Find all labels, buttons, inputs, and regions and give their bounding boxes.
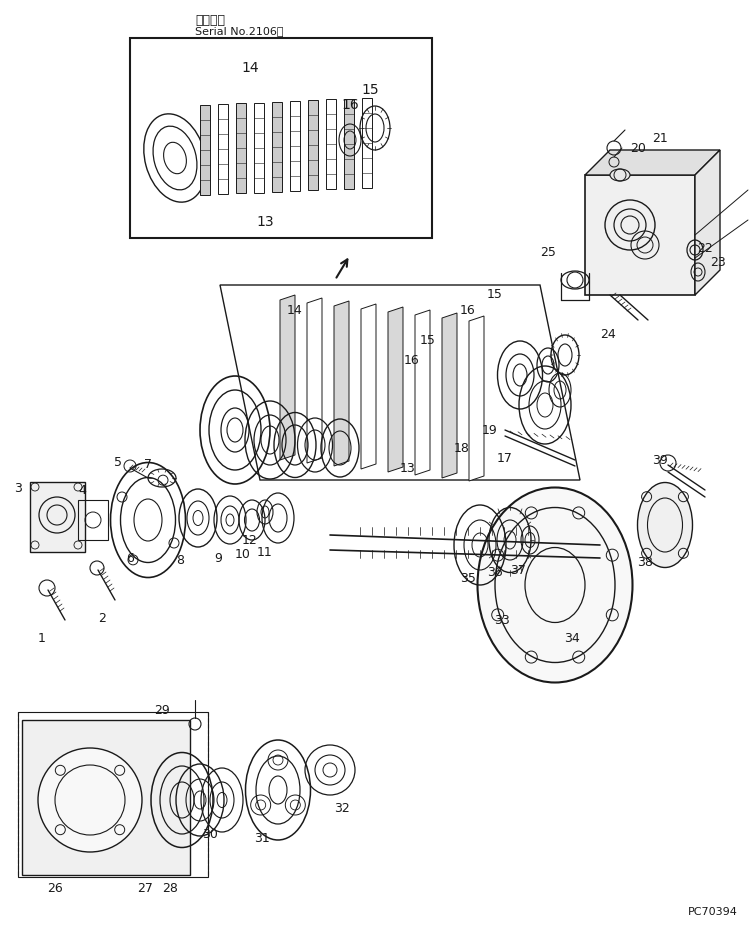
- Text: 14: 14: [241, 61, 259, 75]
- Polygon shape: [218, 104, 228, 195]
- Text: 37: 37: [510, 563, 526, 576]
- Text: 15: 15: [361, 83, 379, 97]
- Text: 28: 28: [162, 882, 178, 895]
- Text: 7: 7: [144, 458, 152, 471]
- Text: 20: 20: [630, 142, 646, 155]
- Text: 21: 21: [652, 131, 668, 144]
- Bar: [30, 482, 85, 552]
- Text: 13: 13: [256, 215, 274, 229]
- Text: 3: 3: [14, 481, 22, 494]
- Ellipse shape: [605, 200, 655, 250]
- Text: 12: 12: [242, 533, 258, 546]
- Text: PC70394: PC70394: [688, 907, 738, 917]
- Polygon shape: [307, 298, 322, 463]
- Text: 適用号機: 適用号機: [195, 14, 225, 27]
- Bar: [78, 500, 108, 540]
- Text: 26: 26: [47, 882, 63, 895]
- Text: 36: 36: [487, 565, 503, 578]
- Bar: [585, 175, 695, 295]
- Text: 14: 14: [287, 304, 303, 317]
- Bar: [18, 712, 208, 877]
- Text: 15: 15: [420, 333, 436, 346]
- Polygon shape: [290, 101, 300, 191]
- Polygon shape: [334, 301, 349, 466]
- Text: 4: 4: [78, 483, 86, 496]
- Ellipse shape: [610, 169, 630, 181]
- Text: 23: 23: [710, 255, 726, 268]
- Polygon shape: [695, 150, 720, 295]
- Text: 10: 10: [235, 548, 251, 561]
- Circle shape: [38, 748, 142, 852]
- Ellipse shape: [637, 482, 692, 568]
- Polygon shape: [442, 313, 457, 478]
- Text: 16: 16: [341, 98, 359, 112]
- Bar: [130, 38, 432, 238]
- Text: 25: 25: [540, 246, 556, 259]
- Text: 34: 34: [564, 631, 580, 644]
- Text: 9: 9: [214, 551, 222, 564]
- Text: 16: 16: [460, 304, 476, 317]
- Text: 38: 38: [637, 556, 653, 569]
- Text: 8: 8: [176, 554, 184, 566]
- Polygon shape: [280, 295, 295, 460]
- Text: 27: 27: [137, 882, 153, 895]
- Polygon shape: [22, 720, 190, 875]
- Text: 31: 31: [254, 831, 270, 844]
- Polygon shape: [388, 307, 403, 472]
- Text: Serial No.2106～: Serial No.2106～: [195, 26, 284, 36]
- Text: 35: 35: [460, 572, 476, 585]
- Text: 39: 39: [652, 453, 668, 466]
- Polygon shape: [415, 310, 430, 475]
- Polygon shape: [361, 304, 376, 469]
- Polygon shape: [200, 105, 210, 195]
- Text: 18: 18: [454, 441, 470, 454]
- Text: 1: 1: [38, 631, 46, 644]
- Text: 24: 24: [600, 329, 616, 342]
- Text: 33: 33: [494, 614, 510, 627]
- Polygon shape: [344, 99, 354, 189]
- Polygon shape: [326, 100, 336, 189]
- Ellipse shape: [478, 488, 633, 682]
- Polygon shape: [362, 98, 372, 188]
- Polygon shape: [236, 103, 246, 194]
- Text: 19: 19: [482, 424, 498, 437]
- Text: 22: 22: [697, 241, 713, 254]
- Text: 32: 32: [334, 802, 350, 815]
- Polygon shape: [308, 101, 318, 190]
- Text: 11: 11: [257, 546, 273, 559]
- Text: 6: 6: [126, 551, 134, 564]
- Text: 29: 29: [154, 704, 170, 717]
- Text: 15: 15: [487, 289, 503, 302]
- Polygon shape: [469, 316, 484, 481]
- Text: 30: 30: [202, 829, 218, 842]
- Polygon shape: [254, 102, 264, 193]
- Text: 5: 5: [114, 455, 122, 468]
- Text: 13: 13: [400, 462, 416, 475]
- Text: 2: 2: [98, 612, 106, 625]
- Polygon shape: [272, 101, 282, 192]
- Text: 17: 17: [497, 452, 513, 465]
- Polygon shape: [585, 150, 720, 175]
- Text: 16: 16: [404, 354, 420, 367]
